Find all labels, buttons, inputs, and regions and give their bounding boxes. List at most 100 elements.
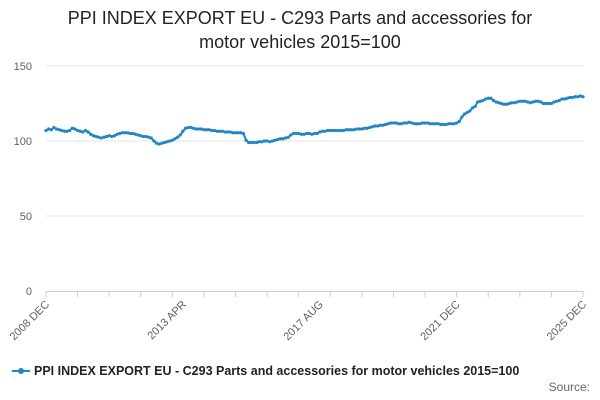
data-point xyxy=(326,128,330,133)
data-point xyxy=(433,122,438,126)
data-point xyxy=(315,131,319,136)
data-point xyxy=(236,131,240,135)
data-point xyxy=(97,135,101,139)
data-point xyxy=(420,121,425,125)
data-point xyxy=(91,134,95,138)
data-point xyxy=(455,121,459,125)
data-point xyxy=(478,99,482,103)
data-point xyxy=(349,128,353,132)
data-point xyxy=(202,128,206,132)
data-point xyxy=(402,121,406,125)
data-point xyxy=(512,101,517,105)
legend-swatch xyxy=(12,364,30,378)
data-point xyxy=(318,130,322,134)
data-point xyxy=(407,120,411,124)
data-point xyxy=(199,127,203,131)
data-point xyxy=(426,121,430,125)
data-point xyxy=(439,122,443,127)
data-point xyxy=(578,94,582,98)
data-point xyxy=(531,100,535,104)
data-point xyxy=(210,128,214,133)
data-point xyxy=(131,131,135,136)
data-point xyxy=(233,131,238,135)
data-point xyxy=(265,139,269,143)
data-point xyxy=(49,128,53,132)
data-point xyxy=(89,132,93,136)
data-point xyxy=(252,140,256,145)
data-point xyxy=(505,102,509,106)
data-point xyxy=(44,128,48,133)
data-point xyxy=(286,135,290,139)
data-point xyxy=(549,101,554,106)
data-point xyxy=(276,137,280,142)
data-point xyxy=(278,137,282,141)
data-point xyxy=(254,140,259,145)
data-point xyxy=(568,95,572,100)
data-point xyxy=(581,95,585,99)
data-point xyxy=(336,128,340,133)
data-point xyxy=(197,127,201,131)
data-point xyxy=(176,135,180,139)
data-point xyxy=(510,101,514,105)
data-point xyxy=(94,134,98,139)
data-point xyxy=(544,101,548,106)
data-point xyxy=(347,128,351,132)
x-tick-label: 2013 APR xyxy=(145,299,189,343)
data-point xyxy=(147,135,151,139)
data-point xyxy=(81,130,85,134)
x-tick-label: 2017 AUG xyxy=(282,299,326,343)
data-point xyxy=(355,127,359,131)
data-point xyxy=(112,134,117,138)
data-point xyxy=(47,127,51,131)
data-point xyxy=(473,104,477,109)
data-point xyxy=(212,128,217,133)
data-point xyxy=(576,95,580,99)
data-point xyxy=(399,122,403,126)
data-point xyxy=(376,124,380,128)
data-point xyxy=(165,140,169,144)
data-point xyxy=(452,122,456,126)
data-point xyxy=(391,121,396,125)
data-point xyxy=(299,132,303,136)
data-point xyxy=(218,129,222,133)
data-point xyxy=(515,100,519,104)
data-point xyxy=(449,122,453,126)
data-point xyxy=(75,128,80,133)
data-point xyxy=(368,125,372,130)
data-point xyxy=(370,125,375,129)
data-point xyxy=(136,133,140,137)
x-tick-label: 2021 DEC xyxy=(418,299,462,343)
data-point xyxy=(70,126,74,130)
data-point xyxy=(412,122,417,126)
data-point xyxy=(386,122,390,126)
chart-title: PPI INDEX EXPORT EU - C293 Parts and acc… xyxy=(0,6,600,54)
data-point xyxy=(486,96,490,100)
data-point xyxy=(539,100,543,104)
data-point xyxy=(154,141,159,145)
data-point xyxy=(289,133,293,137)
data-point xyxy=(405,121,409,125)
data-point xyxy=(231,131,235,135)
chart-title-line-1: PPI INDEX EXPORT EU - C293 Parts and acc… xyxy=(67,8,533,28)
data-point xyxy=(436,122,440,126)
data-point xyxy=(194,127,198,131)
data-point xyxy=(557,98,561,103)
data-point xyxy=(523,99,527,103)
data-point xyxy=(373,124,377,128)
data-point xyxy=(460,115,464,119)
legend[interactable]: PPI INDEX EXPORT EU - C293 Parts and acc… xyxy=(12,364,519,378)
data-point xyxy=(139,134,143,138)
data-point xyxy=(86,130,90,134)
chart-title-line-2: motor vehicles 2015=100 xyxy=(199,32,401,52)
data-point xyxy=(520,99,525,103)
data-point xyxy=(297,131,301,136)
data-point xyxy=(570,95,575,100)
data-point xyxy=(518,99,522,103)
source-label: Source: xyxy=(548,380,590,394)
data-point xyxy=(68,128,72,133)
legend-label: PPI INDEX EXPORT EU - C293 Parts and acc… xyxy=(34,364,520,378)
data-point xyxy=(507,101,511,106)
data-point xyxy=(283,136,288,140)
data-point xyxy=(484,97,488,101)
data-point xyxy=(428,122,432,126)
